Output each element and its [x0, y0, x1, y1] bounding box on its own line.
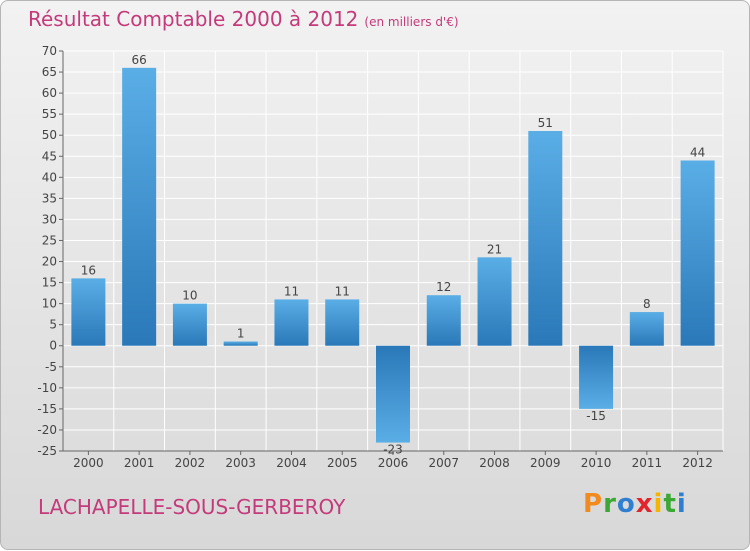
place-name: LACHAPELLE-SOUS-GERBEROY	[38, 495, 346, 519]
y-tick-label: -5	[45, 360, 57, 374]
bar-2007	[426, 295, 461, 346]
proxiti-logo: Proxiti	[583, 489, 687, 519]
data-label: 44	[690, 145, 705, 159]
bar-2012	[680, 160, 715, 346]
x-tick-label: 2001	[124, 456, 155, 470]
x-tick-label: 2007	[428, 456, 459, 470]
bar-series	[71, 67, 715, 443]
x-tick-label: 2010	[581, 456, 612, 470]
bar-2004	[274, 299, 309, 346]
y-tick-label: 15	[42, 276, 57, 290]
logo-letter: t	[663, 489, 677, 519]
y-tick-label: 70	[42, 44, 57, 58]
y-tick-label: 25	[42, 233, 57, 247]
x-tick-label: 2009	[530, 456, 561, 470]
bar-2003	[223, 341, 258, 346]
logo-letter: i	[676, 489, 687, 519]
data-label: 11	[284, 284, 299, 298]
data-label: 1	[237, 327, 245, 341]
logo-letter: r	[603, 489, 617, 519]
data-label: 12	[436, 280, 451, 294]
bar-2008	[477, 257, 512, 346]
x-tick-label: 2000	[73, 456, 104, 470]
data-label: 16	[81, 263, 96, 277]
logo-letter: o	[616, 489, 636, 519]
data-label: -15	[586, 409, 606, 423]
bar-2000	[71, 278, 106, 346]
y-tick-label: 50	[42, 128, 57, 142]
data-label: 51	[538, 116, 553, 130]
x-tick-label: 2002	[175, 456, 206, 470]
data-label: 21	[487, 242, 502, 256]
x-axis: 2000 2001 2002 2003 2004 2005 2006 2007 2008 2009…	[63, 450, 723, 470]
x-tick-label: 2008	[479, 456, 510, 470]
bar-2009	[528, 131, 563, 346]
bar-2006	[376, 345, 410, 443]
data-label: 8	[643, 297, 651, 311]
y-tick-label: 65	[42, 65, 57, 79]
y-tick-label: 20	[42, 255, 57, 269]
chart-title: Résultat Comptable 2000 à 2012 (en millie…	[28, 7, 459, 31]
y-tick-label: 5	[49, 318, 57, 332]
y-tick-label: 45	[42, 149, 57, 163]
x-tick-label: 2004	[276, 456, 307, 470]
logo-letter: x	[635, 489, 654, 519]
data-label: -23	[383, 443, 403, 457]
bar-2002	[172, 303, 207, 346]
bar-2005	[325, 299, 360, 346]
y-tick-label: 55	[42, 107, 57, 121]
title-unit: (en milliers d'€)	[364, 15, 459, 29]
logo-letter: i	[653, 489, 664, 519]
bar-2001	[122, 67, 157, 346]
y-axis: 7065605550454035302520151050-5-10-15-20-…	[37, 44, 64, 458]
title-text: Résultat Comptable 2000 à 2012	[28, 7, 359, 31]
y-tick-label: -10	[37, 381, 57, 395]
y-tick-label: 40	[42, 170, 57, 184]
x-tick-label: 2012	[682, 456, 713, 470]
bar-2011	[629, 312, 664, 346]
data-label: 10	[182, 289, 197, 303]
y-tick-label: -15	[37, 402, 57, 416]
data-label: 66	[132, 53, 147, 67]
y-tick-label: 0	[49, 339, 57, 353]
y-tick-label: -25	[37, 444, 57, 458]
x-tick-label: 2006	[378, 456, 409, 470]
data-label: 11	[335, 284, 350, 298]
y-tick-label: 10	[42, 297, 57, 311]
y-tick-label: 35	[42, 191, 57, 205]
y-tick-label: -20	[37, 423, 57, 437]
y-tick-label: 60	[42, 86, 57, 100]
bar-2010	[579, 345, 614, 409]
x-tick-label: 2005	[327, 456, 358, 470]
y-tick-label: 30	[42, 212, 57, 226]
logo-letter: P	[583, 489, 604, 519]
x-tick-label: 2003	[225, 456, 256, 470]
x-tick-label: 2011	[632, 456, 663, 470]
